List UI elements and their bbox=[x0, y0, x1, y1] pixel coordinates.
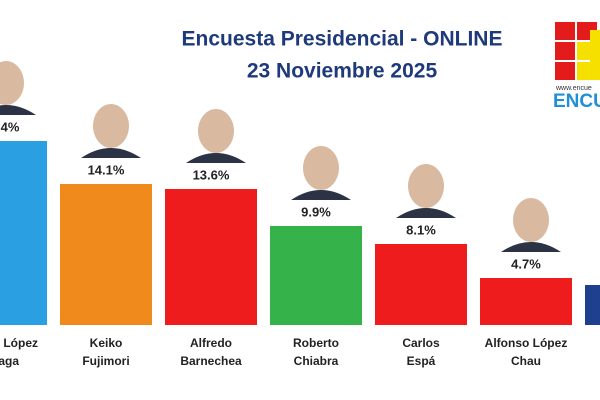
chart-title: Encuesta Presidencial - ONLINE bbox=[182, 28, 503, 51]
portrait-body bbox=[186, 153, 246, 163]
portrait bbox=[198, 109, 234, 153]
value-label: 13.6% bbox=[193, 167, 230, 182]
value-label: 9.9% bbox=[301, 204, 331, 219]
category-label: Barnechea bbox=[180, 354, 242, 368]
value-label: 4.7% bbox=[511, 256, 541, 271]
portrait bbox=[93, 104, 129, 148]
category-label: Fujimori bbox=[82, 354, 129, 368]
bar bbox=[375, 244, 467, 325]
category-label: Chiabra bbox=[294, 354, 339, 368]
portrait bbox=[408, 164, 444, 208]
value-label: 14.1% bbox=[88, 162, 125, 177]
category-label: Keiko bbox=[90, 336, 123, 350]
portrait-body bbox=[291, 190, 351, 200]
portrait bbox=[513, 198, 549, 242]
bar bbox=[165, 189, 257, 325]
category-label: Espá bbox=[407, 354, 436, 368]
category-label: Alfredo bbox=[190, 336, 232, 350]
logo: www.encue ENCU bbox=[553, 22, 600, 112]
bar bbox=[270, 226, 362, 325]
portrait-body bbox=[0, 105, 36, 115]
bar bbox=[60, 184, 152, 325]
logo-url: www.encue bbox=[555, 85, 592, 92]
category-label: Rafael López bbox=[0, 336, 38, 350]
category-label: Aliaga bbox=[0, 354, 19, 368]
bar bbox=[480, 278, 572, 325]
portrait-body bbox=[501, 242, 561, 252]
portrait bbox=[0, 61, 24, 105]
bar bbox=[585, 285, 600, 325]
category-label: Roberto bbox=[293, 336, 339, 350]
logo-text: ENCU bbox=[553, 91, 600, 112]
category-label: Chau bbox=[511, 354, 541, 368]
bar bbox=[0, 141, 47, 325]
value-label: 8.1% bbox=[406, 222, 436, 237]
portrait bbox=[303, 146, 339, 190]
category-label: Carlos bbox=[402, 336, 440, 350]
portrait-body bbox=[81, 148, 141, 158]
value-label: 18.4% bbox=[0, 119, 20, 134]
category-label: Alfonso López bbox=[485, 336, 568, 350]
chart-subtitle: 23 Noviembre 2025 bbox=[247, 60, 438, 83]
portrait-body bbox=[396, 208, 456, 218]
